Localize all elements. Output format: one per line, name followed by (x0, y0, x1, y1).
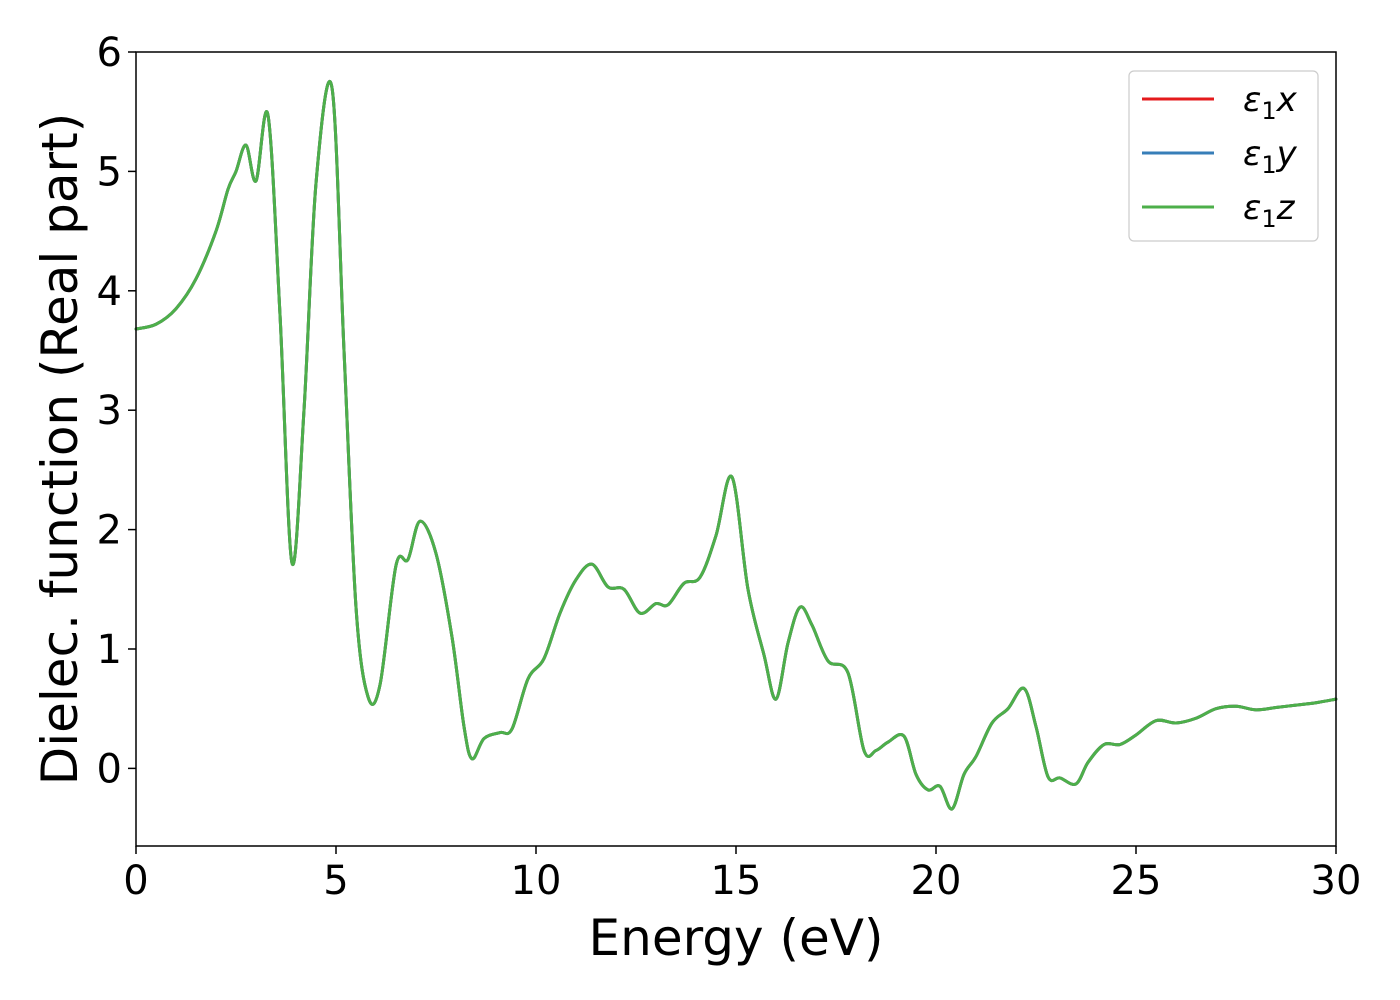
x-tick-label: 5 (323, 858, 348, 904)
x-tick-label: 20 (911, 858, 962, 904)
y-axis-label: Dielec. function (Real part) (31, 113, 89, 785)
y-tick-label: 5 (97, 149, 122, 195)
y-tick-label: 6 (97, 30, 122, 76)
x-tick-label: 30 (1311, 858, 1362, 904)
y-axis-ticks: 0 1 2 3 4 5 6 (97, 30, 136, 792)
legend-label-2: ε1y (1243, 134, 1298, 179)
legend-label-3: ε1z (1243, 188, 1296, 233)
x-axis-label: Energy (eV) (589, 909, 884, 967)
series-layer (134, 79, 1338, 811)
x-tick-label: 10 (511, 858, 562, 904)
series-line-3 (134, 79, 1338, 811)
x-axis-ticks: 0 5 10 15 20 25 30 (123, 846, 1361, 904)
x-tick-label: 0 (123, 858, 148, 904)
legend-box (1128, 70, 1319, 242)
legend: ε1x ε1y ε1z (1128, 70, 1319, 242)
legend-items: ε1x ε1y ε1z (1142, 80, 1298, 233)
y-tick-label: 1 (97, 627, 122, 673)
x-tick-label: 15 (711, 858, 762, 904)
legend-label-1: ε1x (1243, 80, 1298, 125)
x-tick-label: 25 (1111, 858, 1162, 904)
y-tick-label: 4 (97, 269, 122, 315)
y-tick-label: 2 (97, 508, 122, 554)
y-tick-label: 3 (97, 388, 122, 434)
y-tick-label: 0 (97, 746, 122, 792)
